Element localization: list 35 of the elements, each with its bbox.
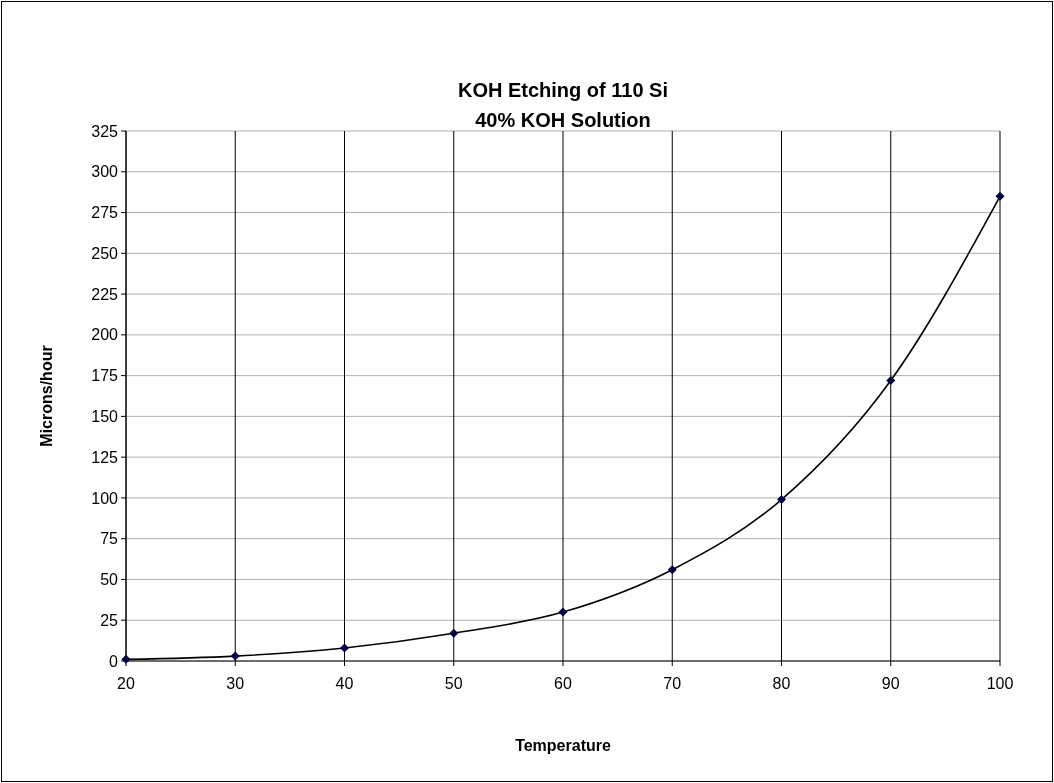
y-axis-title: Microns/hour [38,345,55,447]
x-tick-label: 80 [772,675,791,692]
x-tick-label: 90 [881,675,900,692]
y-tick-label: 150 [91,407,119,425]
y-tick-label: 125 [91,448,119,466]
point [558,607,568,617]
x-tick-label: 40 [335,675,354,692]
y-tick-label: 100 [91,489,119,507]
y-tick-label: 200 [91,326,119,344]
x-tick-label: 70 [663,675,682,692]
point [340,643,349,653]
y-tick-label: 225 [91,285,119,303]
x-tick-label: 30 [226,675,245,692]
y-tick-label: 300 [91,163,119,181]
y-tick-label: 250 [91,244,119,262]
x-tick-label: 100 [986,675,1014,692]
x-tick-label: 50 [444,675,463,692]
y-tick-label: 175 [91,367,119,385]
chart-subtitle: 40% KOH Solution [475,109,651,131]
point [449,628,459,638]
y-tick-label: 0 [109,652,119,670]
chart-title: KOH Etching of 110 Si [457,79,669,101]
x-tick-label: 20 [117,675,135,692]
y-tick-label: 75 [100,530,119,548]
point [667,565,677,575]
point [886,376,896,386]
point [230,651,240,661]
y-tick-label: 275 [91,204,119,222]
x-axis-title: Temperature [515,737,611,754]
point [777,495,786,505]
y-tick-label: 25 [100,611,119,629]
point [995,191,1005,201]
x-tick-label: 60 [554,675,572,692]
y-tick-label: 50 [100,571,119,589]
y-tick-label: 325 [91,122,119,140]
